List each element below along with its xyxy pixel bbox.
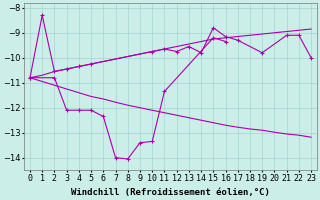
X-axis label: Windchill (Refroidissement éolien,°C): Windchill (Refroidissement éolien,°C) [71, 188, 270, 197]
